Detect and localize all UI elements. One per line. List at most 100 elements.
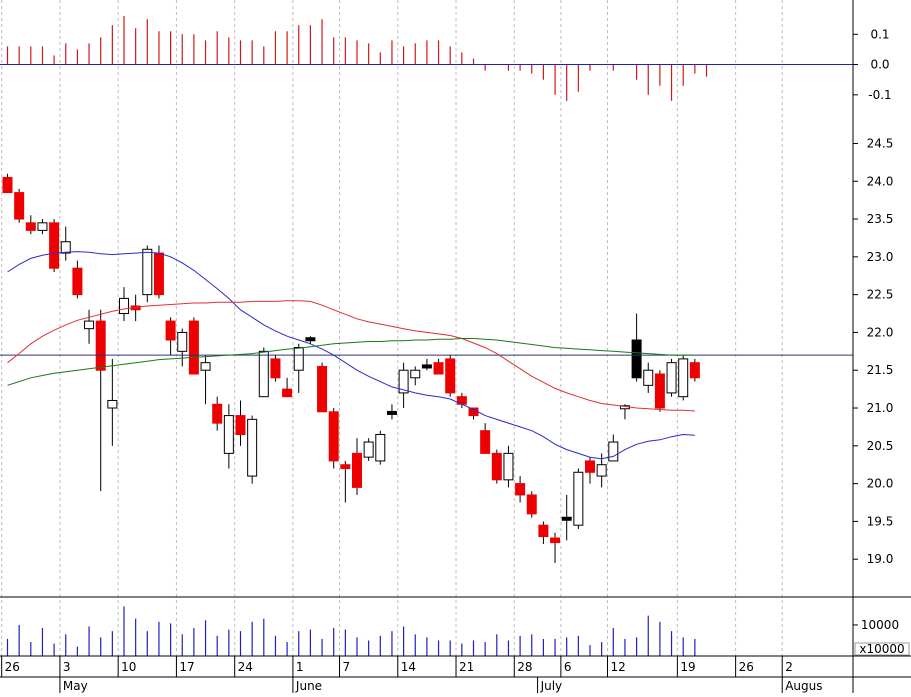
candle-body (538, 524, 549, 538)
candle-body (223, 415, 234, 454)
x-tick-label: 24 (238, 660, 253, 674)
candle (352, 438, 362, 495)
price-y-tick-label: 21.5 (867, 363, 894, 377)
candle-body (433, 362, 444, 375)
oscillator-y-tick-label: 0.1 (870, 27, 889, 41)
candle-body (282, 388, 293, 398)
candle (550, 532, 561, 563)
price-y-tick-label: 21.0 (867, 401, 894, 415)
x-tick-label: 6 (564, 660, 572, 674)
candle-body (585, 460, 595, 473)
x-tick-label: 14 (401, 660, 416, 674)
candle (631, 313, 642, 382)
candle-body (107, 399, 118, 409)
x-tick-label: 10 (121, 660, 136, 674)
candle (107, 358, 118, 446)
volume-panel (6, 606, 696, 656)
candle-body (631, 339, 642, 379)
candle-body (445, 358, 456, 394)
price-y-tick-label: 20.0 (867, 477, 894, 491)
candle (2, 173, 13, 194)
x-tick-label: 28 (517, 660, 532, 674)
candle (25, 215, 36, 235)
candle (212, 396, 223, 431)
candle (491, 449, 502, 484)
price-y-tick-label: 22.5 (867, 288, 894, 302)
candle-body (386, 410, 397, 415)
candle (317, 362, 328, 413)
moving-average-layer (0, 251, 853, 460)
candle (503, 445, 514, 488)
price-y-tick-label: 19.5 (867, 514, 894, 528)
candle-body (480, 430, 491, 454)
candle-body (293, 347, 304, 371)
candle (247, 415, 258, 484)
candle (200, 355, 211, 405)
candle-body (515, 483, 526, 496)
ma-mid-line (7, 300, 695, 412)
candle-body (72, 267, 83, 296)
candle (49, 219, 60, 272)
candle-body (596, 464, 607, 477)
candle-body (270, 358, 281, 379)
candle-body (188, 320, 199, 375)
candle (398, 362, 409, 409)
ma-long-line (7, 338, 695, 386)
candle (445, 355, 456, 397)
month-label: May (63, 679, 88, 693)
x-tick-label: 2 (785, 660, 793, 674)
price-y-tick-label: 24.5 (867, 136, 894, 150)
candle (573, 468, 584, 529)
candle-body (2, 176, 13, 194)
candle-body (410, 369, 421, 379)
candle-body (678, 358, 689, 398)
x-tick-label: 21 (459, 660, 474, 674)
candle (142, 245, 153, 303)
candle (305, 336, 316, 344)
candle-body (235, 415, 246, 435)
candle-body (643, 369, 654, 386)
grid-layer (1, 0, 783, 656)
candle-body (561, 516, 572, 521)
candle (666, 358, 677, 397)
candle-body (689, 362, 700, 379)
candle (95, 309, 106, 492)
candle (678, 355, 689, 401)
oscillator-panel (0, 16, 853, 101)
candle (328, 408, 339, 469)
candle (84, 309, 95, 344)
candle (293, 343, 304, 393)
candle-body (654, 373, 665, 409)
candle-body (375, 433, 386, 462)
candle-body (37, 222, 48, 231)
candle-body (352, 452, 362, 488)
x-tick-label: 26 (5, 660, 20, 674)
price-y-tick-label: 23.0 (867, 250, 894, 264)
price-y-tick-label: 22.0 (867, 325, 894, 339)
candle-body (608, 441, 619, 462)
candle-body (60, 241, 71, 254)
x-tick-label: 17 (179, 660, 194, 674)
oscillator-y-tick-label: 0.0 (870, 58, 889, 72)
candle-body (550, 537, 561, 544)
month-label: July (540, 679, 563, 693)
candle (119, 287, 129, 322)
candle (340, 460, 351, 503)
candle-body (317, 365, 328, 413)
month-label: Augus (785, 679, 822, 693)
candle (480, 423, 491, 454)
candle-body (573, 471, 584, 526)
volume-y-tick-label: 10000 (861, 618, 899, 632)
month-label: June (295, 679, 322, 693)
candle-body (666, 362, 677, 394)
candle (375, 430, 386, 465)
candle-body (258, 350, 269, 398)
candle (258, 347, 269, 398)
price-panel (2, 173, 700, 563)
candle-body (200, 362, 211, 371)
x-tick-label: 3 (63, 660, 71, 674)
candle-body (491, 452, 502, 481)
x-tick-label: 19 (680, 660, 695, 674)
